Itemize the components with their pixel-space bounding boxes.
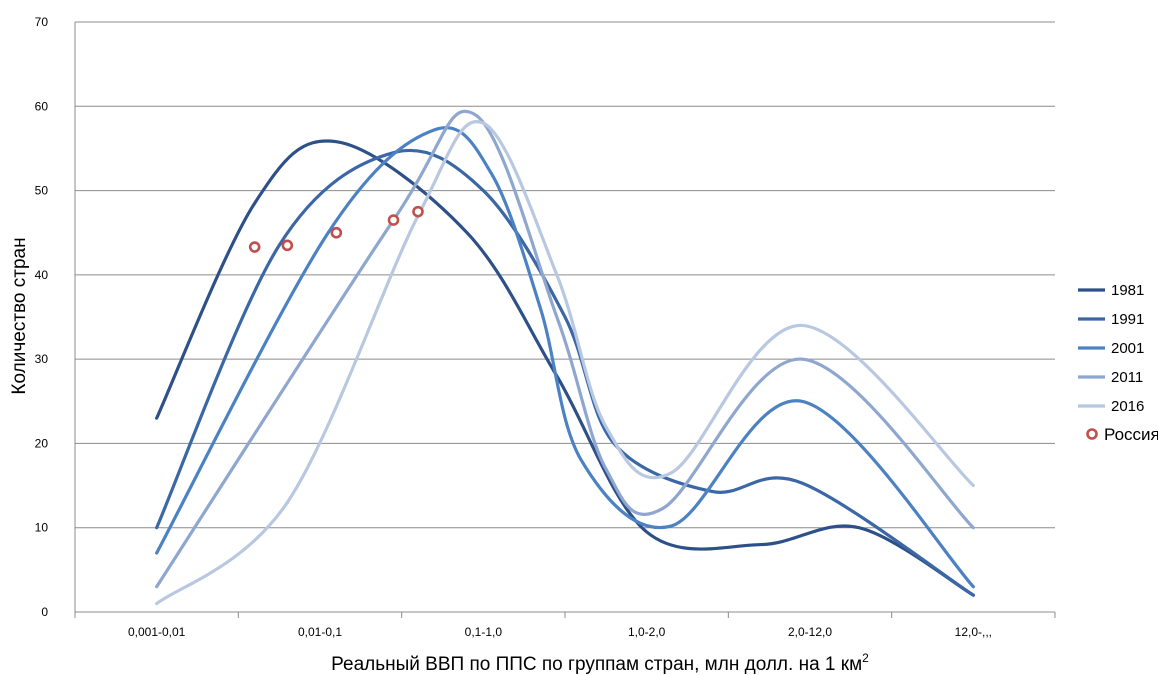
y-tick-label: 30: [35, 352, 49, 366]
y-tick-label: 70: [35, 15, 49, 29]
series-line-2016: [155, 120, 975, 606]
legend: 1981 1991 2001 2011 2016 Россия: [1078, 282, 1158, 444]
x-tick-label: 0,1-1,0: [465, 625, 503, 639]
series-line-1981: [155, 139, 975, 597]
legend-label: 2016: [1111, 398, 1144, 415]
series-line-2011: [155, 109, 975, 589]
y-tick-label: 20: [35, 436, 49, 450]
x-tick-label: 2,0-12,0: [788, 625, 832, 639]
series-lines: [155, 109, 975, 606]
x-tick-label: 0,01-0,1: [298, 625, 342, 639]
legend-label: 1991: [1111, 311, 1144, 328]
series-line-2001: [155, 126, 975, 589]
y-tick-label: 40: [35, 268, 49, 282]
x-tick-label: 0,001-0,01: [128, 625, 186, 639]
x-axis-title-text: Реальный ВВП по ППС по группам стран, мл…: [331, 654, 862, 675]
y-tick-label: 60: [35, 99, 49, 113]
russia-markers: [248, 205, 424, 253]
x-tick-label: 1,0-2,0: [628, 625, 666, 639]
x-axis-title: Реальный ВВП по ППС по группам стран, мл…: [331, 651, 869, 675]
grid-lines: [75, 21, 1055, 529]
series-line-1991: [155, 148, 975, 597]
legend-label: 2011: [1111, 369, 1143, 386]
russia-marker: [281, 239, 294, 252]
russia-marker: [248, 241, 261, 253]
x-axis: 0,001-0,01 0,01-0,1 0,1-1,0 1,0-2,0 2,0-12,0…: [74, 611, 1056, 639]
x-axis-title-superscript: 2: [862, 651, 869, 665]
y-axis-title: Количество стран: [9, 237, 30, 394]
russia-marker: [387, 214, 400, 226]
y-tick-label: 10: [35, 521, 49, 535]
x-tick-label: 12,0-,,,: [955, 625, 992, 639]
legend-swatch-russia: [1086, 428, 1098, 440]
russia-marker: [330, 226, 343, 239]
legend-label: 2001: [1111, 340, 1144, 357]
y-axis: 0 10 20 30 40 50 60 70: [35, 15, 76, 619]
legend-label: Россия: [1104, 425, 1158, 444]
y-tick-label: 0: [41, 605, 48, 619]
legend-label: 1981: [1111, 282, 1144, 299]
russia-marker: [412, 205, 424, 218]
y-tick-label: 50: [35, 184, 49, 198]
